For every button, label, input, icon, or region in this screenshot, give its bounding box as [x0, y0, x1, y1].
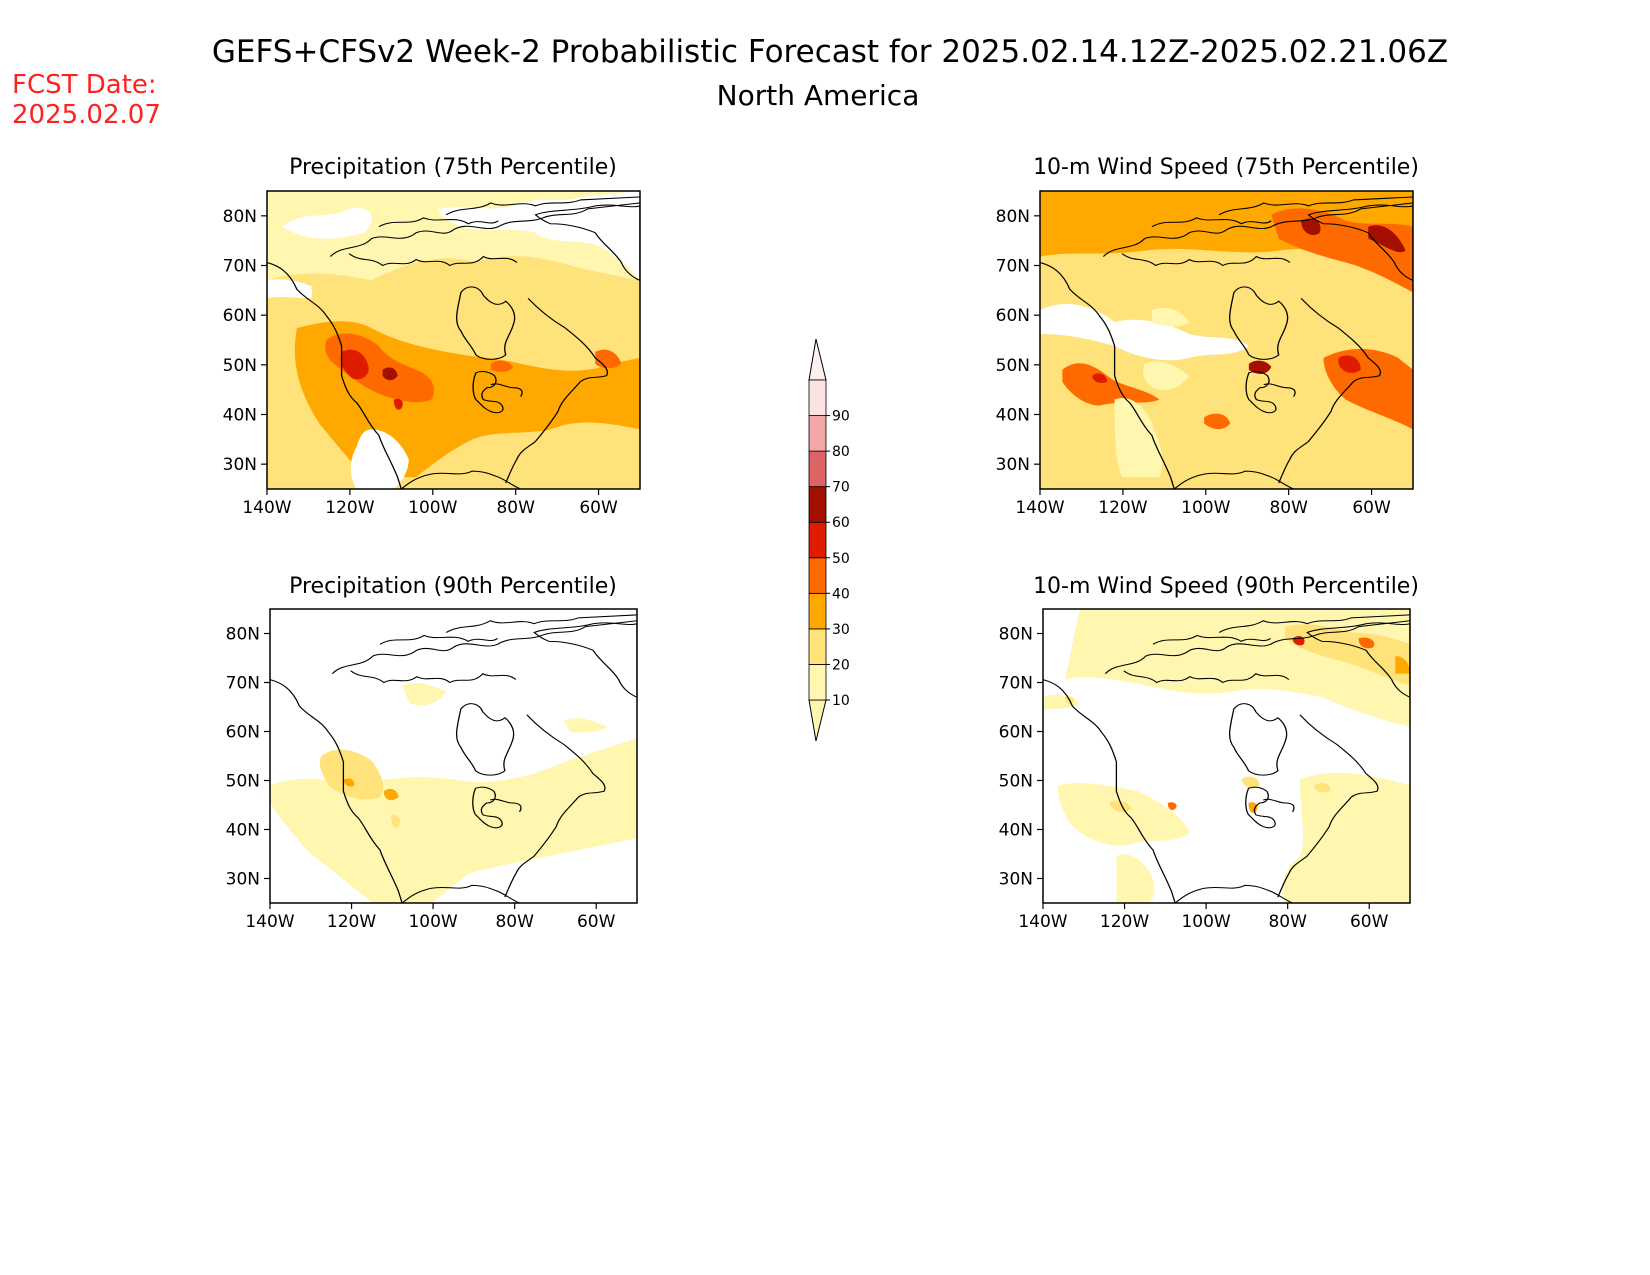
lon-tick-label: 80W: [496, 498, 535, 518]
axes-layer: 80N 70N 60N 50N 40N 30N 140W 120W 100W 80W 60W 80N 7…: [223, 207, 1391, 932]
fcst-date-value: 2025.02.07: [12, 100, 161, 130]
lat-tick-label: 40N: [226, 821, 260, 841]
lon-tick-label: 140W: [1018, 912, 1067, 932]
lon-tick-label: 100W: [408, 912, 457, 932]
lon-tick-label: 60W: [577, 912, 616, 932]
lon-tick-label: 80W: [495, 912, 534, 932]
lat-tick-label: 30N: [996, 455, 1030, 475]
colorbar-segment: [808, 592, 827, 630]
map-precip90: [270, 609, 637, 903]
lon-tick-label: 140W: [1015, 498, 1064, 518]
colorbar-label: 20: [832, 657, 850, 673]
lat-tick-label: 80N: [223, 207, 257, 227]
lat-tick-label: 40N: [996, 406, 1030, 426]
lat-tick-label: 50N: [999, 772, 1033, 792]
lat-tick-label: 80N: [999, 625, 1033, 645]
panel-title-wind75: 10-m Wind Speed (75th Percentile): [1033, 155, 1419, 180]
map-frame-wind75: [1039, 190, 1414, 490]
lat-tick-label: 40N: [223, 406, 257, 426]
lon-tick-label: 120W: [1100, 912, 1149, 932]
colorbar-bottom-triangle: [808, 699, 827, 742]
lat-tick-label: 60N: [996, 306, 1030, 326]
lon-tick-label: 60W: [1350, 912, 1389, 932]
lat-tick-label: 50N: [996, 356, 1030, 376]
map-frame-precip75: [266, 190, 641, 490]
lon-tick-label: 120W: [325, 498, 374, 518]
lat-tick-label: 50N: [226, 772, 260, 792]
colorbar-segment: [808, 557, 827, 594]
colorbar-segment: [808, 628, 827, 665]
lon-tick-label: 100W: [408, 498, 457, 518]
colorbar-segment: [808, 379, 827, 416]
figure-title: GEFS+CFSv2 Week-2 Probabilistic Forecast…: [212, 34, 1448, 70]
lat-tick-label: 60N: [999, 723, 1033, 743]
colorbar-label: 40: [832, 586, 850, 602]
panel-title-precip75: Precipitation (75th Percentile): [289, 155, 617, 180]
colorbar-label: 30: [832, 622, 850, 638]
lon-tick-label: 120W: [327, 912, 376, 932]
lon-tick-label: 60W: [1352, 498, 1391, 518]
map-wind90: [1043, 609, 1410, 903]
lat-tick-label: 70N: [996, 257, 1030, 277]
lon-tick-label: 140W: [245, 912, 294, 932]
colorbar-segment: [808, 664, 827, 701]
lat-tick-label: 80N: [996, 207, 1030, 227]
lat-tick-label: 60N: [226, 723, 260, 743]
colorbar-top-triangle: [808, 338, 827, 381]
lat-tick-label: 30N: [226, 870, 260, 890]
lon-tick-label: 100W: [1181, 498, 1230, 518]
lat-tick-label: 40N: [999, 821, 1033, 841]
map-frame-wind90: [1042, 608, 1411, 904]
lon-tick-label: 140W: [242, 498, 291, 518]
map-wind75: [1040, 191, 1413, 489]
colorbar-label: 90: [832, 409, 850, 425]
lon-tick-label: 60W: [579, 498, 618, 518]
figure-subtitle: North America: [717, 79, 920, 112]
lon-tick-label: 80W: [1269, 498, 1308, 518]
lon-tick-label: 80W: [1268, 912, 1307, 932]
map-frame-precip90: [269, 608, 638, 904]
colorbar-label: 10: [832, 693, 850, 709]
colorbar-label: 50: [832, 551, 850, 567]
colorbar-label: 80: [832, 444, 850, 460]
fcst-date-label: FCST Date:: [12, 70, 157, 100]
lat-tick-label: 70N: [999, 674, 1033, 694]
lon-tick-label: 100W: [1181, 912, 1230, 932]
lat-tick-label: 60N: [223, 306, 257, 326]
panel-title-precip90: Precipitation (90th Percentile): [289, 574, 617, 599]
colorbar-label: 60: [832, 515, 850, 531]
lat-tick-label: 30N: [223, 455, 257, 475]
colorbar-label: 70: [832, 480, 850, 496]
lat-tick-label: 70N: [223, 257, 257, 277]
lat-tick-label: 80N: [226, 625, 260, 645]
colorbar: 10 20 30 40 50 60 70 80 90: [808, 338, 850, 742]
colorbar-segment: [808, 521, 827, 559]
map-precip75: [267, 191, 640, 489]
lat-tick-label: 70N: [226, 674, 260, 694]
panel-title-wind90: 10-m Wind Speed (90th Percentile): [1033, 574, 1419, 599]
lon-tick-label: 120W: [1098, 498, 1147, 518]
colorbar-segment: [808, 415, 827, 452]
colorbar-segment: [808, 450, 827, 488]
lat-tick-label: 30N: [999, 870, 1033, 890]
colorbar-segment: [808, 486, 827, 523]
lat-tick-label: 50N: [223, 356, 257, 376]
